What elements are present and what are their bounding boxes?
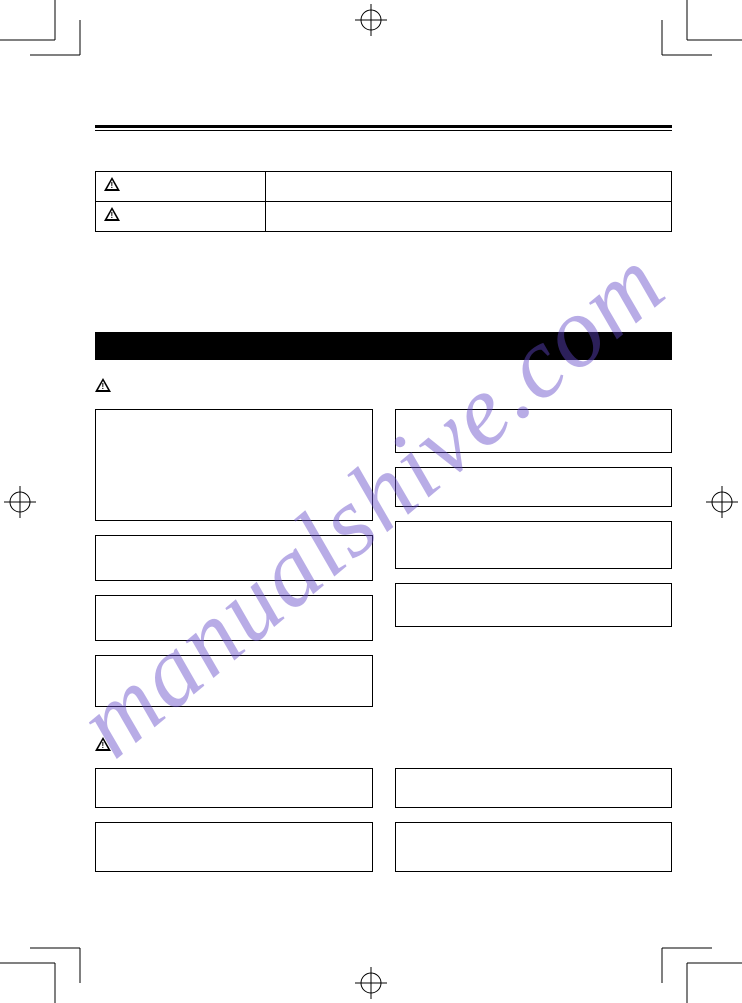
warning-box [395, 521, 673, 569]
crop-mark-top-left [0, 0, 90, 60]
section-header-bar [95, 332, 672, 360]
registration-mark-right [702, 482, 742, 522]
caution-icon-cell: ! [96, 202, 266, 232]
warning-triangle-icon: ! [95, 378, 111, 392]
table-row: ! [96, 202, 672, 232]
caution-description [266, 202, 672, 232]
warning-box [395, 467, 673, 507]
warning-triangle-icon: ! [95, 737, 111, 751]
caution-box [95, 822, 373, 872]
warning-box [95, 409, 373, 521]
warning-box [95, 595, 373, 641]
warning-triangle-icon: ! [104, 177, 120, 191]
section-caution-heading: ! [95, 737, 672, 756]
caution-left-column [95, 768, 373, 872]
warning-left-column [95, 409, 373, 707]
registration-mark-bottom [351, 963, 391, 1003]
page-content: ! ! ! ! [95, 125, 672, 943]
warning-box [95, 535, 373, 581]
crop-mark-bottom-left [0, 943, 90, 1003]
warning-box [395, 409, 673, 453]
registration-mark-left [0, 482, 40, 522]
registration-mark-top [351, 0, 391, 40]
caution-box [395, 768, 673, 808]
warning-description [266, 172, 672, 202]
crop-mark-top-right [652, 0, 742, 60]
caution-box [95, 768, 373, 808]
table-row: ! [96, 172, 672, 202]
section-warning-heading: ! [95, 378, 672, 397]
crop-mark-bottom-right [652, 943, 742, 1003]
caution-box [395, 822, 673, 872]
warning-icon-cell: ! [96, 172, 266, 202]
warning-boxes-grid [95, 409, 672, 707]
warning-definition-table: ! ! [95, 171, 672, 232]
warning-triangle-icon: ! [104, 207, 120, 221]
warning-box [95, 655, 373, 707]
warning-right-column [395, 409, 673, 707]
caution-boxes-grid [95, 768, 672, 872]
caution-right-column [395, 768, 673, 872]
warning-box [395, 583, 673, 627]
title-rule [95, 125, 672, 131]
